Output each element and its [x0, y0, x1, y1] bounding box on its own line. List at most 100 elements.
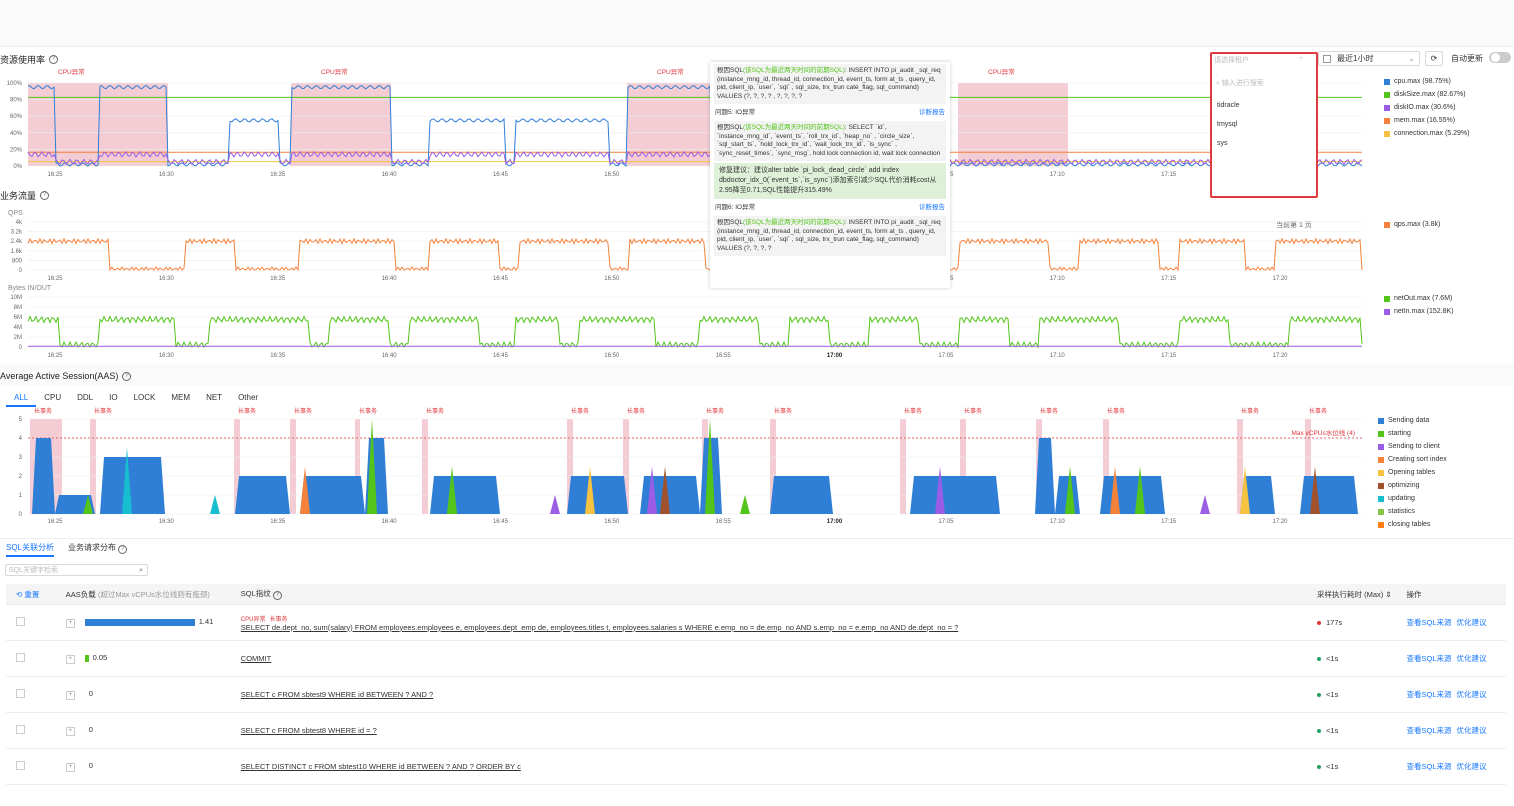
tenant-search-input[interactable]: ⌕ 输入进行搜索 [1216, 80, 1264, 87]
tick-label: 16:45 [493, 276, 509, 282]
expand-icon[interactable]: + [65, 619, 75, 628]
row-checkbox[interactable] [16, 689, 25, 698]
legend-item[interactable]: qps.max (3.8k) [1384, 218, 1504, 231]
tenant-option[interactable]: tmysql [1217, 121, 1238, 128]
legend-item[interactable]: starting [1378, 427, 1498, 440]
tab-net[interactable]: NET [206, 393, 223, 402]
tick-label: 16:50 [604, 353, 620, 359]
view-sql-source-link[interactable]: 查看SQL来源 [1406, 654, 1452, 663]
tab-all[interactable]: ALL [6, 391, 37, 407]
view-sql-source-link[interactable]: 查看SQL来源 [1406, 726, 1452, 735]
sql-fingerprint-link[interactable]: SELECT de.dept_no, sum(salary) FROM empl… [240, 622, 959, 632]
tab-mem[interactable]: MEM [171, 393, 191, 402]
table-row[interactable]: +0 SELECT DISTINCT c FROM sbtest10 WHERE … [6, 749, 1506, 785]
tab-cpu[interactable]: CPU [44, 393, 62, 402]
tenant-option[interactable]: tidracle [1217, 102, 1240, 109]
legend-item[interactable]: Opening tables [1378, 466, 1498, 479]
tick-label: 16:45 [493, 353, 509, 359]
row-checkbox-cell[interactable] [6, 653, 66, 664]
view-sql-source-link[interactable]: 查看SQL来源 [1406, 690, 1452, 699]
sql-fingerprint-link[interactable]: SELECT c FROM sbtest8 WHERE id = ? [240, 726, 377, 735]
tenant-dropdown[interactable]: 请选择租户 ⌃ ⌕ 输入进行搜索 tidracle tmysql sys [1210, 52, 1318, 198]
sql-fingerprint-link[interactable]: COMMIT [240, 654, 272, 663]
tenant-select[interactable]: 请选择租户 ⌃ [1214, 55, 1310, 67]
qps-chart: 4k 3.2k 2.4k 1.6k 800 0 16:25 16:30 16:35 16:40 16… [11, 220, 1363, 282]
view-sql-source-link[interactable]: 查看SQL来源 [1406, 762, 1452, 771]
help-icon[interactable]: ? [122, 371, 132, 381]
legend-item[interactable]: netIn.max (152.8K) [1384, 305, 1504, 318]
exec-header[interactable]: 采样执行耗时 (Max) ⇕ [1317, 589, 1392, 599]
legend-item[interactable]: closing tables [1378, 518, 1498, 531]
tab-lock[interactable]: LOCK [133, 393, 156, 402]
optimize-advice-link[interactable]: 优化建议 [1456, 654, 1487, 663]
legend-label: mem.max (16.55%) [1394, 117, 1456, 124]
legend-item[interactable]: diskIO.max (30.6%) [1384, 101, 1504, 114]
refresh-button[interactable]: ⟳ [1425, 51, 1443, 66]
legend-item[interactable]: mem.max (16.55%) [1384, 114, 1504, 127]
diag-report-link[interactable]: 诊断报告 [919, 109, 945, 116]
aas-cell: +0.05 [65, 653, 241, 664]
legend-item[interactable]: Sending data [1378, 414, 1498, 427]
row-checkbox-cell[interactable] [6, 689, 66, 700]
tab-io[interactable]: IO [109, 393, 118, 402]
optimize-advice-link[interactable]: 优化建议 [1456, 726, 1487, 735]
view-sql-source-link[interactable]: 查看SQL来源 [1406, 618, 1452, 627]
time-range-select[interactable]: 最近1小时 ⌄ [1318, 51, 1420, 66]
legend-item[interactable]: optimizing [1378, 479, 1498, 492]
legend-item[interactable]: diskSize.max (82.67%) [1384, 88, 1504, 101]
table-row[interactable]: +1.41 CPU异常 长事务 SELECT de.dept_no, sum(sala… [6, 605, 1506, 641]
legend-item[interactable]: cpu.max (98.75%) [1384, 75, 1504, 88]
legend-item[interactable]: Sending to client [1378, 440, 1498, 453]
tab-request-distribution[interactable]: 业务请求分布 ? [68, 542, 128, 557]
sql-search-input[interactable]: SQL关键字检索 ⌕ [5, 564, 148, 576]
series-spike [122, 447, 132, 514]
help-icon[interactable]: ? [49, 55, 59, 64]
row-checkbox[interactable] [16, 617, 25, 626]
series-spike [210, 495, 220, 514]
expand-icon[interactable]: + [65, 727, 75, 736]
legend-item[interactable]: connection.max (5.29%) [1384, 127, 1504, 140]
anomaly-band [623, 419, 629, 514]
legend-item[interactable]: netOut.max (7.6M) [1384, 292, 1504, 305]
root-sql-1: 根因SQL(该SQL为最近两天时间的前期SQL): INSERT INTO pi… [714, 64, 946, 104]
optimize-advice-link[interactable]: 优化建议 [1456, 690, 1487, 699]
help-icon[interactable]: ? [40, 191, 50, 200]
issue-6: 问题6: IO异常 诊断报告 [715, 204, 945, 211]
expand-icon[interactable]: + [65, 655, 75, 664]
sql-cell: SELECT DISTINCT c FROM sbtest10 WHERE id… [241, 762, 1317, 771]
expand-icon[interactable]: + [65, 763, 75, 772]
legend-item[interactable]: updating [1378, 492, 1498, 505]
row-checkbox[interactable] [16, 725, 25, 734]
sql-fingerprint-link[interactable]: SELECT c FROM sbtest9 WHERE id BETWEEN ?… [240, 690, 434, 699]
table-row[interactable]: +0 SELECT c FROM sbtest8 WHERE id = ? <1s 查… [6, 713, 1506, 749]
analysis-tabs: SQL关联分析 业务请求分布 ? [6, 542, 128, 557]
row-checkbox-cell[interactable] [6, 725, 66, 736]
tenant-option[interactable]: sys [1217, 140, 1228, 147]
legend-swatch [1378, 430, 1384, 437]
tick-label: 16:25 [47, 276, 63, 282]
tab-ddl[interactable]: DDL [77, 393, 94, 402]
tab-sql-analysis[interactable]: SQL关联分析 [6, 542, 55, 557]
optimize-advice-link[interactable]: 优化建议 [1456, 618, 1487, 627]
legend-item[interactable]: statistics [1378, 505, 1498, 518]
tab-other[interactable]: Other [238, 393, 259, 402]
auto-refresh-toggle[interactable] [1489, 52, 1511, 63]
reset-button[interactable]: ⟲ 重置 [16, 589, 40, 599]
row-checkbox[interactable] [16, 653, 25, 662]
table-row[interactable]: +0 SELECT c FROM sbtest9 WHERE id BETWEEN… [6, 677, 1506, 713]
anomaly-label: 长事务 [426, 407, 444, 415]
optimize-advice-link[interactable]: 优化建议 [1456, 762, 1487, 771]
diag-report-link[interactable]: 诊断报告 [919, 204, 945, 211]
qps-legend: qps.max (3.8k) [1384, 218, 1504, 231]
row-checkbox-cell[interactable] [6, 761, 66, 772]
table-row[interactable]: +0.05 COMMIT <1s 查看SQL来源 优化建议 [6, 641, 1506, 677]
expand-icon[interactable]: + [65, 691, 75, 700]
tick-label: 2.4k [11, 239, 23, 245]
row-checkbox[interactable] [16, 761, 25, 770]
sql-fingerprint-link[interactable]: SELECT DISTINCT c FROM sbtest10 WHERE id… [240, 762, 521, 771]
row-checkbox-cell[interactable] [6, 617, 66, 628]
legend-item[interactable]: Creating sort index [1378, 453, 1498, 466]
tick-label: 16:35 [270, 172, 286, 178]
tick-label: 17:10 [1050, 519, 1066, 525]
tick-label: 4 [19, 436, 23, 442]
